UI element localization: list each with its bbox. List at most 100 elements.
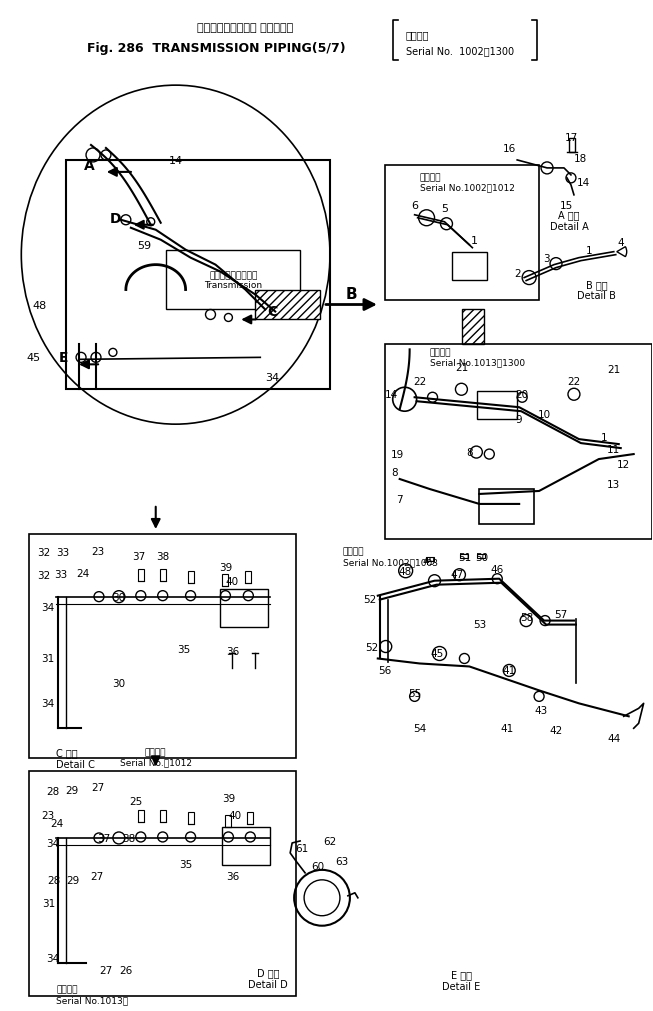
Bar — [477, 392, 517, 420]
Text: トランスミッション
Transmission: トランスミッション Transmission — [204, 271, 263, 290]
Text: 26: 26 — [119, 964, 133, 975]
Text: 58: 58 — [520, 612, 534, 622]
Text: 39: 39 — [219, 562, 232, 572]
Text: 35: 35 — [177, 644, 190, 654]
Text: B 詳細
Detail B: B 詳細 Detail B — [577, 279, 616, 301]
Text: 27: 27 — [91, 783, 104, 793]
Text: 8: 8 — [391, 467, 398, 477]
Text: C 詳細
Detail C: C 詳細 Detail C — [56, 747, 95, 769]
Text: 33: 33 — [54, 569, 68, 579]
Text: 適用号機
Serial No.1013－: 適用号機 Serial No.1013－ — [56, 985, 128, 1004]
Text: 50: 50 — [475, 552, 488, 562]
Bar — [247, 812, 253, 824]
Text: D: D — [110, 211, 121, 225]
Text: 10: 10 — [537, 409, 550, 420]
Text: 45: 45 — [431, 649, 444, 659]
Bar — [187, 812, 193, 824]
Bar — [166, 251, 300, 310]
Text: 48: 48 — [32, 300, 46, 310]
Text: 28: 28 — [46, 787, 60, 797]
Text: 30: 30 — [112, 592, 125, 603]
Text: 19: 19 — [391, 450, 404, 460]
Bar — [385, 345, 652, 539]
Bar — [223, 574, 229, 586]
Bar — [66, 161, 330, 390]
Text: 63: 63 — [335, 856, 349, 866]
Text: 59: 59 — [136, 241, 151, 251]
Text: 33: 33 — [57, 547, 70, 557]
Text: 17: 17 — [564, 132, 578, 143]
Text: 34: 34 — [42, 699, 55, 709]
Text: 5: 5 — [441, 203, 448, 213]
Text: 14: 14 — [577, 178, 590, 188]
Text: 6: 6 — [411, 200, 418, 210]
Text: 34: 34 — [265, 373, 279, 383]
Text: 28: 28 — [48, 875, 61, 885]
Text: 46: 46 — [490, 564, 504, 574]
Text: 40: 40 — [226, 576, 239, 586]
Bar — [138, 569, 144, 581]
Text: 1: 1 — [471, 236, 478, 246]
Text: 適用号機
Serial No.－1012: 適用号機 Serial No.－1012 — [119, 747, 192, 767]
Text: 通用号機: 通用号機 — [406, 30, 429, 40]
Text: 52: 52 — [365, 642, 379, 652]
Text: 2: 2 — [514, 268, 520, 278]
Text: D 詳細
Detail D: D 詳細 Detail D — [248, 968, 288, 989]
Text: 14: 14 — [385, 390, 398, 400]
Bar — [221, 589, 268, 627]
Bar — [462, 310, 485, 345]
Text: 44: 44 — [607, 734, 620, 743]
Text: 22: 22 — [413, 377, 426, 387]
Text: 41: 41 — [503, 666, 516, 675]
Text: 4: 4 — [618, 238, 624, 248]
Text: 38: 38 — [122, 833, 135, 843]
Text: 23: 23 — [42, 810, 55, 820]
Text: 37: 37 — [132, 551, 146, 561]
Text: 56: 56 — [378, 666, 391, 675]
Text: A: A — [84, 159, 95, 173]
Bar — [223, 827, 270, 865]
Text: 29: 29 — [65, 786, 79, 796]
Text: 31: 31 — [42, 898, 56, 908]
Bar — [460, 554, 468, 558]
Text: 31: 31 — [42, 654, 55, 664]
Text: 適用号機
Serial No.1002－1003: 適用号機 Serial No.1002－1003 — [343, 547, 438, 566]
Text: 36: 36 — [226, 647, 239, 657]
Text: 1: 1 — [586, 246, 592, 256]
Text: 18: 18 — [574, 154, 588, 164]
Bar — [569, 139, 575, 153]
Text: 34: 34 — [42, 602, 55, 612]
Text: 37: 37 — [97, 833, 110, 843]
Text: 49: 49 — [423, 556, 436, 566]
Text: 61: 61 — [295, 843, 309, 853]
Text: 29: 29 — [67, 875, 80, 885]
Text: 8: 8 — [466, 448, 473, 458]
Text: A 詳細
Detail A: A 詳細 Detail A — [550, 209, 588, 232]
Text: 12: 12 — [617, 460, 630, 469]
Text: 25: 25 — [129, 797, 142, 806]
Text: 32: 32 — [38, 570, 51, 580]
Bar — [453, 253, 487, 280]
Text: 20: 20 — [516, 390, 529, 400]
Text: 7: 7 — [396, 494, 403, 504]
Text: 3: 3 — [543, 254, 549, 264]
Bar — [426, 557, 434, 561]
Text: 21: 21 — [454, 363, 468, 373]
Bar — [187, 571, 193, 583]
Bar — [29, 771, 296, 996]
Text: 51: 51 — [458, 552, 471, 562]
Text: 40: 40 — [229, 810, 242, 820]
Text: 36: 36 — [226, 871, 239, 881]
Text: 47: 47 — [451, 569, 464, 579]
Text: 55: 55 — [408, 688, 421, 699]
Text: 34: 34 — [46, 838, 60, 848]
FancyBboxPatch shape — [255, 290, 320, 320]
Text: 23: 23 — [91, 546, 104, 556]
Text: 16: 16 — [503, 144, 516, 154]
Text: 34: 34 — [46, 952, 60, 962]
Text: 62: 62 — [323, 836, 336, 846]
Text: 45: 45 — [26, 353, 40, 363]
Text: B: B — [346, 287, 358, 301]
Text: 39: 39 — [222, 794, 235, 804]
Text: 30: 30 — [112, 678, 125, 688]
